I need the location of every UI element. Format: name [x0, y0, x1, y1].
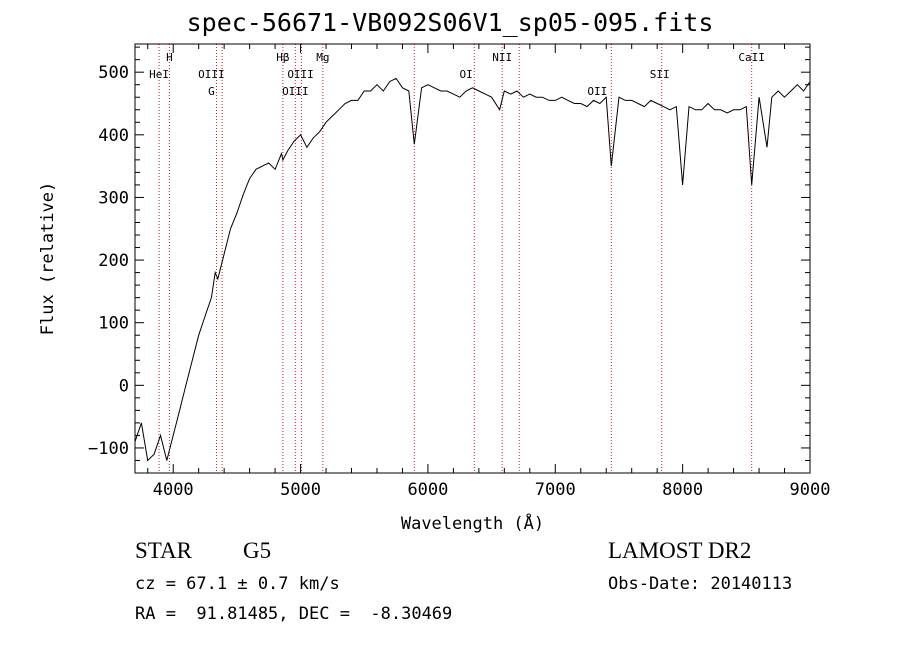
x-tick-label: 6000	[407, 480, 448, 500]
y-tick-label: 300	[98, 188, 129, 208]
x-tick-label: 4000	[153, 480, 194, 500]
sky-coordinates: RA = 91.81485, DEC = -8.30469	[135, 604, 453, 624]
y-tick-label: −100	[88, 439, 129, 459]
y-tick-label: 400	[98, 126, 129, 146]
spectral-line-label: OIII	[287, 68, 314, 81]
spectral-line-label: SII	[650, 68, 670, 81]
object-type: STAR	[135, 538, 192, 563]
x-tick-label: 7000	[535, 480, 576, 500]
x-tick-label: 5000	[280, 480, 321, 500]
y-tick-label: 100	[98, 314, 129, 334]
spectral-line-label: Mg	[316, 51, 329, 64]
plot-frame	[134, 43, 811, 474]
spectral-line-label: OII	[587, 85, 607, 98]
y-tick-label: 200	[98, 251, 129, 271]
spectral-line-label: OIII	[282, 85, 309, 98]
spectrum-line	[134, 77, 811, 462]
y-tick-label: 500	[98, 63, 129, 83]
x-axis: 4000 5000 6000 7000 8000 9000	[147, 44, 831, 500]
redshift-velocity: cz = 67.1 ± 0.7 km/s	[135, 574, 340, 594]
spectral-line-label: OIII	[198, 68, 225, 81]
object-subclass: G5	[243, 538, 272, 563]
x-tick-label: 8000	[662, 480, 703, 500]
spectral-line-label: CaII	[738, 51, 765, 64]
spectral-line-label: HeI	[149, 68, 169, 81]
y-axis-label: Flux (relative)	[38, 182, 58, 336]
spectrum-layer	[134, 77, 811, 462]
x-axis-label: Wavelength (Å)	[401, 512, 544, 534]
spectral-line-label: H	[166, 51, 173, 64]
spectral-line-label: OI	[460, 68, 473, 81]
spectral-line-label: Hβ	[276, 51, 290, 64]
spectral-line-label: NII	[492, 51, 512, 64]
survey-name: LAMOST DR2	[608, 538, 752, 563]
chart-title: spec-56671-VB092S06V1_sp05-095.fits	[186, 8, 714, 37]
y-axis: −100 0 100 200 300 400 500	[88, 46, 810, 461]
x-tick-label: 9000	[790, 480, 831, 500]
y-tick-label: 0	[119, 376, 129, 396]
observation-date: Obs-Date: 20140113	[608, 574, 793, 594]
spectral-line-label: G	[208, 85, 215, 98]
